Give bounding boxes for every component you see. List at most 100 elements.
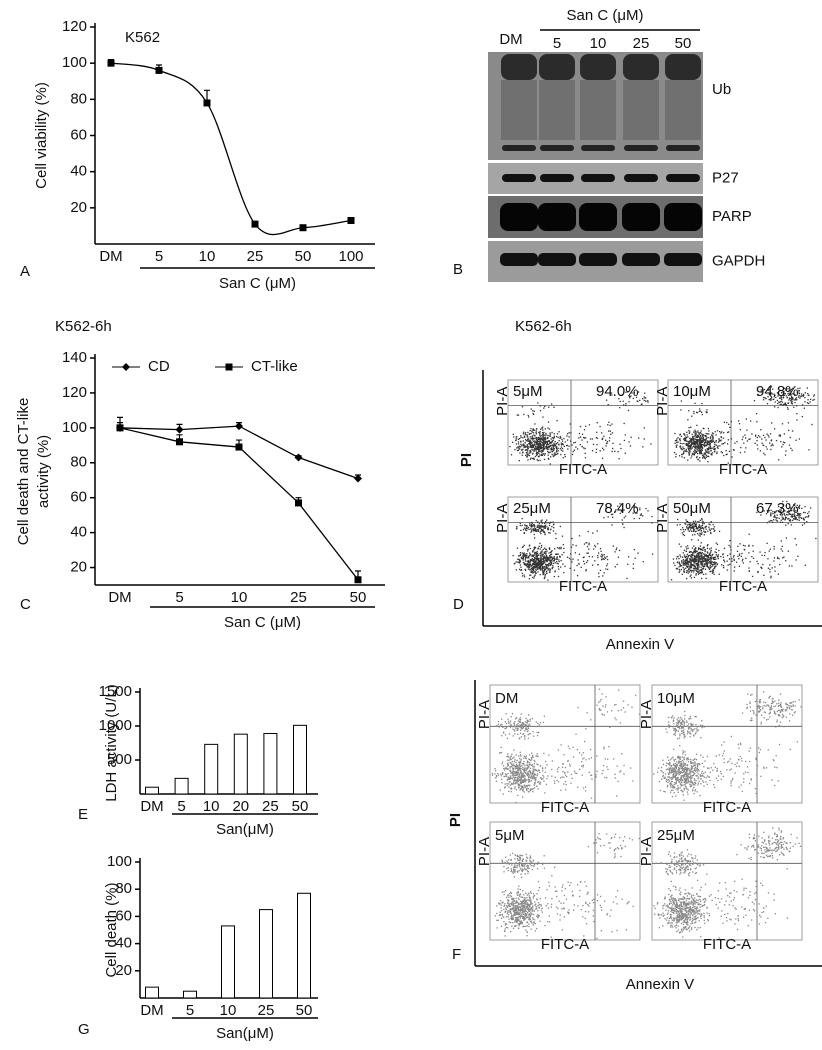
dot <box>675 774 678 776</box>
dot <box>739 742 742 744</box>
dot <box>707 554 709 557</box>
dot <box>675 728 677 730</box>
dot <box>793 518 796 520</box>
dot <box>686 577 688 580</box>
dot <box>707 555 709 557</box>
dot <box>559 777 562 779</box>
dot <box>516 767 518 770</box>
dot <box>765 397 767 400</box>
dot <box>529 773 531 775</box>
dot <box>523 435 526 437</box>
dot <box>512 433 514 436</box>
dot <box>545 564 547 566</box>
y-tick-label: 20 <box>70 199 87 216</box>
dot <box>529 565 531 568</box>
dot <box>686 566 689 568</box>
dot <box>560 548 562 550</box>
dot <box>526 453 528 456</box>
dot <box>513 760 515 763</box>
dot <box>597 564 599 566</box>
dot <box>523 787 525 789</box>
dot <box>526 760 529 762</box>
dot <box>636 512 638 514</box>
dot <box>539 439 542 441</box>
dot <box>547 527 550 529</box>
dot <box>547 559 549 561</box>
dot <box>541 560 544 563</box>
dot <box>690 722 692 725</box>
dot <box>537 773 539 775</box>
dot <box>754 435 757 437</box>
dot <box>541 550 543 552</box>
dot <box>683 433 685 436</box>
dot <box>531 430 533 432</box>
dot <box>686 563 688 565</box>
dot <box>791 509 793 512</box>
dot <box>640 403 643 405</box>
dot <box>701 527 703 529</box>
dot <box>787 402 789 404</box>
dot <box>533 533 535 536</box>
dot <box>571 453 574 456</box>
marker <box>225 363 233 371</box>
dot <box>710 453 712 456</box>
dot <box>785 395 788 397</box>
dot <box>519 729 522 732</box>
dot <box>715 548 717 550</box>
dot <box>538 447 540 450</box>
dot <box>776 703 778 705</box>
dot <box>695 550 698 552</box>
dot <box>525 555 527 558</box>
dot <box>696 568 699 570</box>
dot <box>563 437 565 440</box>
dot <box>543 531 545 533</box>
dot <box>668 767 670 769</box>
dot <box>670 789 673 792</box>
dot <box>643 438 645 440</box>
dot <box>782 504 784 506</box>
dot <box>561 447 564 450</box>
dot <box>529 452 531 454</box>
dot <box>532 412 534 415</box>
dot <box>555 537 557 540</box>
dot <box>709 779 711 782</box>
dot <box>708 440 710 442</box>
dot <box>516 772 518 774</box>
dot <box>690 441 693 443</box>
dot <box>528 557 530 559</box>
dot <box>518 775 520 777</box>
dot <box>520 755 522 757</box>
dot <box>539 441 541 443</box>
dot <box>536 442 539 444</box>
dot <box>539 405 541 407</box>
dot <box>552 530 555 532</box>
dot <box>779 703 782 706</box>
dot <box>670 782 672 784</box>
dot <box>767 567 770 569</box>
dot <box>690 781 692 783</box>
dot <box>610 433 612 436</box>
x-tick-label: 50 <box>292 798 309 815</box>
dot <box>689 772 691 774</box>
dot <box>675 766 678 768</box>
dot <box>597 552 600 554</box>
dot <box>704 453 706 456</box>
dot <box>669 769 671 771</box>
dot <box>521 454 523 456</box>
dot <box>512 783 514 785</box>
dot <box>572 558 574 560</box>
y-axis-label: activity (%) <box>35 435 52 508</box>
dot <box>682 552 684 554</box>
dot <box>522 448 524 451</box>
dot <box>790 507 792 509</box>
dot <box>510 724 512 726</box>
dot <box>702 565 704 567</box>
dot <box>543 437 545 440</box>
dot <box>522 445 524 447</box>
dot <box>645 400 647 402</box>
dot <box>722 556 725 558</box>
dot <box>722 442 725 445</box>
dot <box>530 764 533 766</box>
dot <box>698 534 700 536</box>
dot <box>701 558 704 560</box>
